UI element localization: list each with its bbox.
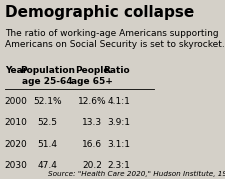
Text: 20.2: 20.2 (82, 161, 102, 170)
Text: 2010: 2010 (5, 118, 28, 127)
Text: Population
age 25-64: Population age 25-64 (20, 66, 75, 86)
Text: Demographic collapse: Demographic collapse (5, 5, 194, 20)
Text: 2.3:1: 2.3:1 (107, 161, 130, 170)
Text: Ratio: Ratio (104, 66, 130, 75)
Text: 3.9:1: 3.9:1 (107, 118, 130, 127)
Text: 4.1:1: 4.1:1 (107, 97, 130, 106)
Text: 52.1%: 52.1% (33, 97, 62, 106)
Text: 51.4: 51.4 (38, 140, 58, 149)
Text: 12.6%: 12.6% (78, 97, 106, 106)
Text: 52.5: 52.5 (38, 118, 58, 127)
Text: 13.3: 13.3 (82, 118, 102, 127)
Text: People
age 65+: People age 65+ (71, 66, 113, 86)
Text: 47.4: 47.4 (38, 161, 58, 170)
Text: 3.1:1: 3.1:1 (107, 140, 130, 149)
Text: Year: Year (5, 66, 27, 75)
Text: The ratio of working-age Americans supporting
Americans on Social Security is se: The ratio of working-age Americans suppo… (5, 29, 225, 49)
Text: Source: "Health Care 2020," Hudson Institute, 1995: Source: "Health Care 2020," Hudson Insti… (48, 171, 225, 177)
Text: 2030: 2030 (5, 161, 28, 170)
Text: 2020: 2020 (5, 140, 27, 149)
Text: 16.6: 16.6 (82, 140, 102, 149)
Text: 2000: 2000 (5, 97, 28, 106)
